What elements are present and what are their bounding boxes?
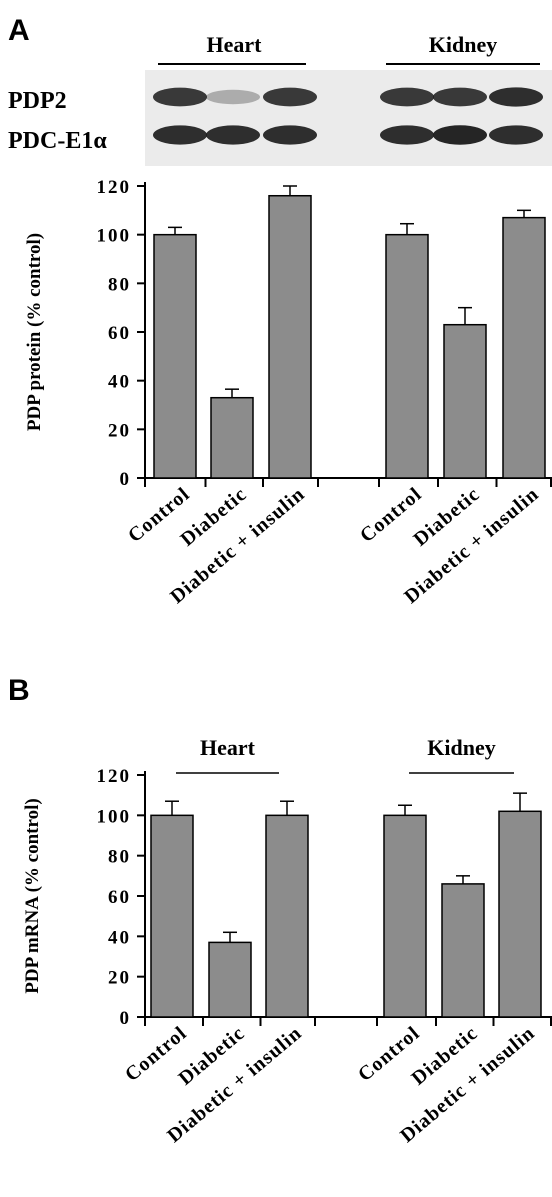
y-tick-label: 20 (108, 420, 131, 441)
blot-group-label-kidney: Kidney (429, 32, 497, 57)
blot-image (145, 70, 552, 166)
y-tick-label: 0 (120, 469, 132, 490)
bar (265, 814, 309, 1018)
panel-b-label: B (8, 674, 30, 707)
y-tick-label: 80 (108, 847, 131, 868)
pdp2-band (153, 87, 207, 107)
pdp2-band (206, 89, 260, 105)
y-tick-label: 100 (97, 226, 132, 247)
bar (208, 941, 252, 1018)
y-tick-label: 60 (108, 887, 131, 908)
y-tick-label: 60 (108, 323, 131, 344)
blot-bands (153, 87, 543, 145)
chart-group-label: Heart (200, 735, 256, 760)
pdp2-band (380, 87, 434, 107)
blot-row-label-pdp2: PDP2 (8, 88, 67, 114)
y-axis-title: PDP mRNA (% control) (22, 798, 43, 993)
bar (502, 216, 546, 479)
bar (498, 810, 542, 1018)
pdc-e1a-band (153, 125, 207, 145)
pdp2-band (433, 87, 487, 107)
pdc-e1a-band (380, 125, 434, 145)
y-tick-label: 40 (108, 927, 131, 948)
bar (210, 396, 254, 479)
bar (268, 194, 312, 479)
y-tick-label: 80 (108, 274, 131, 295)
pdp2-band (263, 87, 317, 107)
pdp2-band (489, 87, 543, 107)
y-tick-label: 120 (97, 177, 132, 198)
y-tick-label: 40 (108, 372, 131, 393)
chart-group-label: Kidney (427, 735, 495, 760)
bar (153, 233, 197, 479)
y-axis-title: PDP protein (% control) (24, 233, 45, 431)
pdc-e1a-band (263, 125, 317, 145)
bar (150, 814, 194, 1018)
bar (385, 233, 429, 479)
y-tick-label: 20 (108, 968, 131, 989)
blot-row-label-pdc-e1a: PDC-E1α (8, 128, 107, 154)
panel-a-label: A (8, 14, 30, 47)
pdc-e1a-band (489, 125, 543, 145)
bar (441, 883, 485, 1018)
pdc-e1a-band (433, 125, 487, 145)
bar (443, 323, 487, 479)
bar (383, 814, 427, 1018)
y-tick-label: 0 (120, 1008, 132, 1029)
y-tick-label: 120 (97, 766, 132, 787)
pdc-e1a-band (206, 125, 260, 145)
blot-group-label-heart: Heart (207, 32, 263, 57)
y-tick-label: 100 (97, 806, 132, 827)
